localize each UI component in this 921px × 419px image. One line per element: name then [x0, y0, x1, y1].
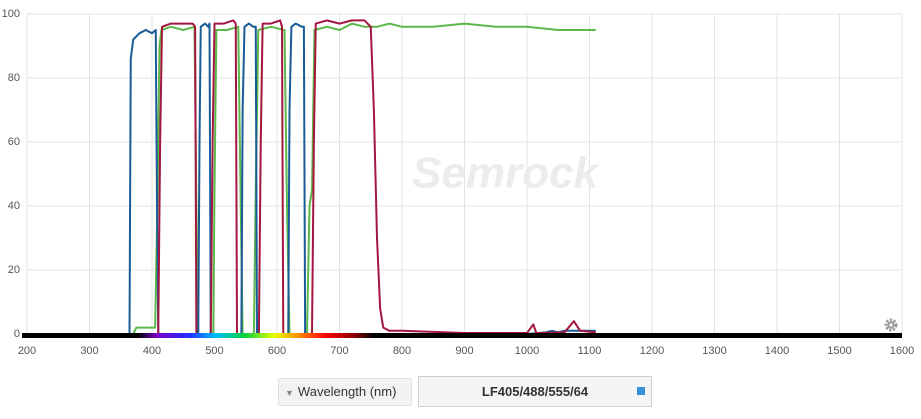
x-tick-label: 700 — [330, 345, 348, 357]
chart: Semrock 0 20 40 60 80 100 200 300 400 500 600 700 80… — [2, 8, 915, 357]
x-tick-label: 400 — [143, 345, 161, 357]
x-tick-label: 1300 — [702, 345, 726, 357]
x-axis-bar — [22, 333, 902, 338]
x-tick-label: 1500 — [827, 345, 851, 357]
x-tick-label: 1200 — [640, 345, 664, 357]
x-tick-label: 1400 — [765, 345, 789, 357]
x-tick-label: 1600 — [890, 345, 914, 357]
x-tick-label: 600 — [268, 345, 286, 357]
settings-icon[interactable] — [884, 318, 898, 332]
x-tick-label: 900 — [455, 345, 473, 357]
y-tick-label: 0 — [14, 328, 20, 340]
x-tick-label: 200 — [18, 345, 36, 357]
filter-field[interactable]: LF405/488/555/64 — [418, 376, 652, 407]
axis-button-label: Wavelength (nm) — [297, 384, 397, 399]
controls: ▼ Wavelength (nm) LF405/488/555/64 — [0, 370, 921, 419]
watermark: Semrock — [412, 149, 600, 198]
x-tick-label: 1000 — [515, 345, 539, 357]
y-tick-label: 100 — [2, 8, 20, 20]
series-line — [64, 22, 596, 335]
x-tick-label: 800 — [393, 345, 411, 357]
x-tick-label: 300 — [80, 345, 98, 357]
y-tick-label: 20 — [8, 264, 20, 276]
y-tick-label: 60 — [8, 136, 20, 148]
spectrum-bar — [138, 333, 373, 338]
x-tick-label: 1100 — [578, 345, 602, 357]
axis-button[interactable]: ▼ Wavelength (nm) — [278, 378, 412, 406]
y-tick-label: 40 — [8, 200, 20, 212]
field-icon[interactable] — [637, 387, 645, 395]
x-tick-label: 500 — [205, 345, 223, 357]
y-tick-label: 80 — [8, 72, 20, 84]
filter-field-text: LF405/488/555/64 — [481, 384, 589, 399]
